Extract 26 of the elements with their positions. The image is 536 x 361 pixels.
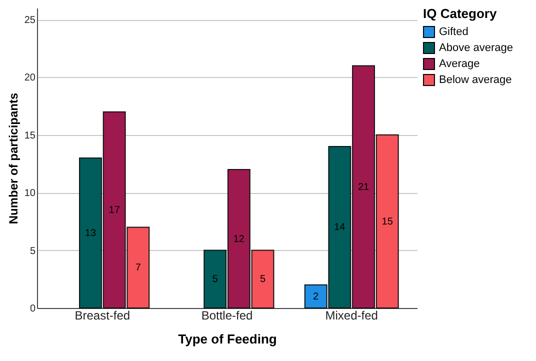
x-axis-title: Type of Feeding: [178, 332, 277, 346]
legend-title: IQ Category: [423, 6, 498, 21]
data-label: 5: [260, 274, 266, 286]
x-tick-label: Bottle-fed: [201, 308, 253, 322]
y-tick-label: 0: [30, 304, 36, 314]
data-label: 13: [84, 228, 96, 239]
data-label: 21: [358, 182, 370, 193]
y-tick-label: 20: [24, 72, 36, 84]
y-axis-title: Number of participants: [6, 92, 20, 224]
data-label: 15: [382, 216, 394, 228]
data-label: 7: [135, 262, 142, 274]
legend-label: Gifted: [439, 26, 468, 38]
legend-label: Average: [439, 58, 480, 70]
legend-label: Below average: [439, 74, 512, 86]
data-label: 2: [313, 291, 320, 302]
data-label: 5: [212, 274, 218, 286]
data-label: 12: [233, 234, 245, 245]
x-tick-label: Breast-fed: [74, 308, 130, 322]
y-tick-label: 15: [24, 130, 36, 142]
y-tick-label: 25: [24, 15, 36, 26]
data-label: 14: [334, 222, 346, 234]
x-tick-label: Mixed-fed: [325, 308, 378, 322]
legend-label: Above average: [439, 42, 513, 54]
data-label: 17: [108, 204, 120, 216]
y-tick-label: 10: [24, 188, 36, 200]
y-tick-label: 5: [30, 246, 36, 257]
